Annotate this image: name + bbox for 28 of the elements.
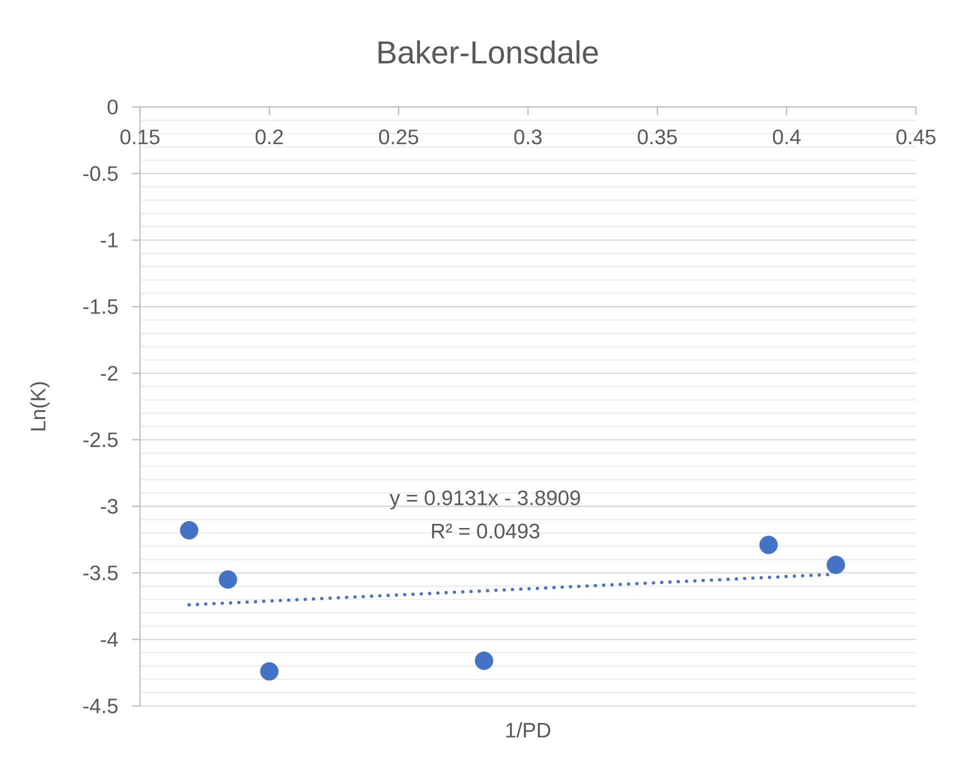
point [260, 662, 279, 681]
point [180, 521, 198, 540]
x-tick-label: 0.35 [638, 130, 677, 144]
y-axis-title: Ln(K) [30, 382, 50, 430]
x-tick-label: 0.4 [772, 130, 801, 144]
y-tick-label: -1.5 [83, 299, 118, 314]
y-tick-label: -3.5 [83, 565, 118, 580]
annotation: R² = 0.0493 [432, 524, 540, 538]
point [218, 570, 238, 589]
x-axis-title: 1/PD [506, 722, 550, 738]
point [826, 556, 846, 574]
chart-title: Baker-Lonsdale [378, 40, 598, 64]
x-tick-label: 0.15 [120, 130, 160, 144]
y-tick-label: -4.5 [83, 698, 118, 714]
y-tick-label: -3 [100, 498, 118, 514]
x-tick-label: 0.3 [514, 130, 542, 144]
y-tick-label: -2 [100, 366, 118, 381]
y-tick-label: -1 [100, 232, 118, 248]
x-tick-label: 0.45 [896, 130, 936, 144]
x-tick-label: 0.2 [256, 130, 283, 144]
y-tick-label: -0.5 [83, 166, 118, 181]
annotation: y = 0.9131x - 3.8909 [390, 490, 580, 510]
point [474, 652, 494, 670]
y-tick-label: -4 [100, 632, 118, 647]
x-tick-label: 0.25 [379, 130, 418, 144]
y-tick-label: -2.5 [83, 432, 118, 448]
y-tick-label: 0 [108, 100, 118, 114]
point [759, 536, 778, 554]
